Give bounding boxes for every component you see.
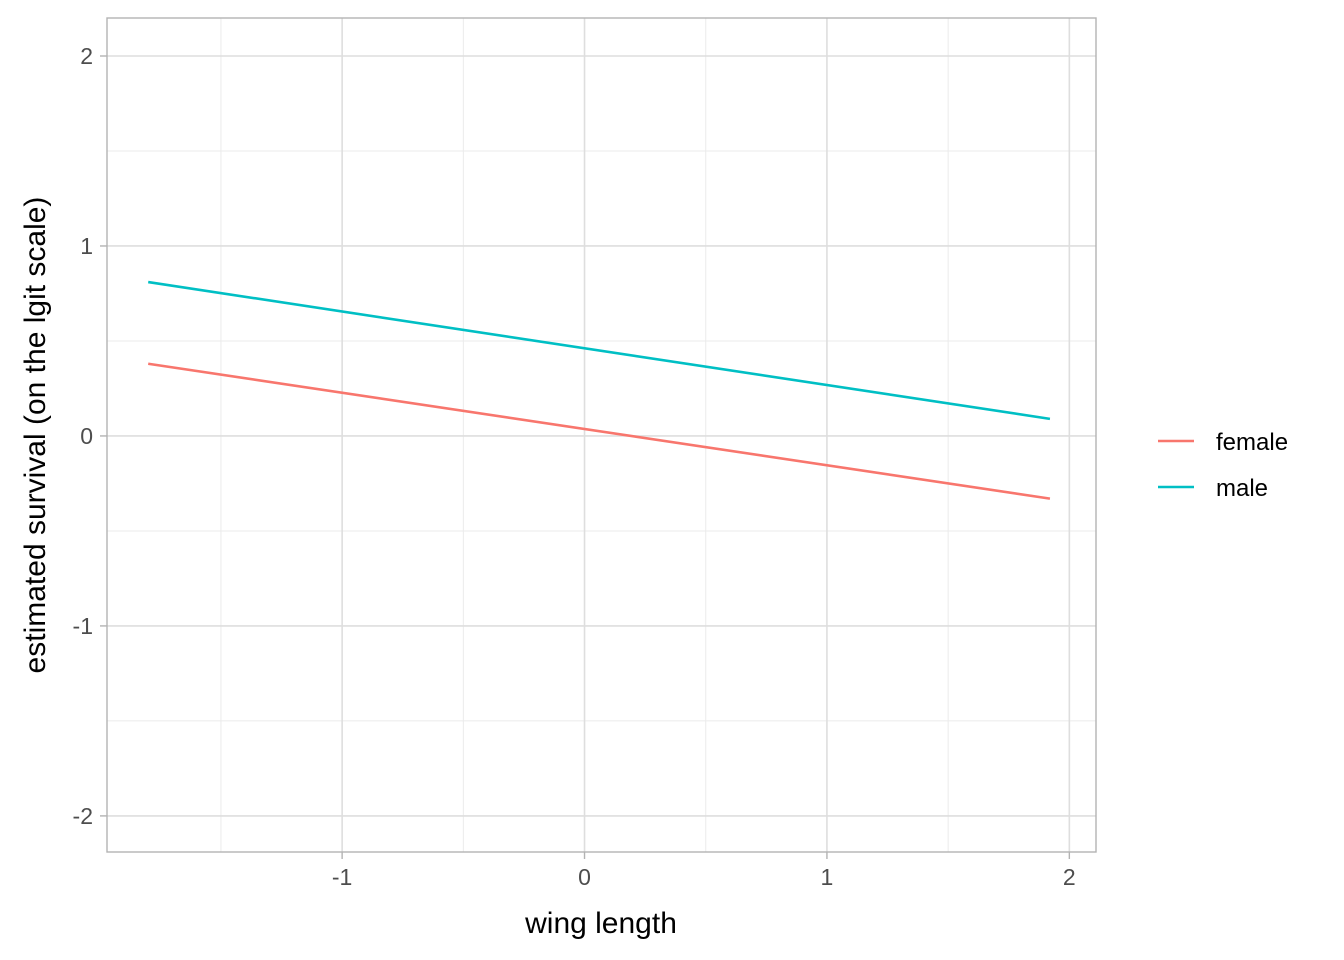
plot-panel-border <box>106 17 1097 853</box>
minor-gridlines <box>107 18 1096 852</box>
y-axis-title: estimated survival (on the lgit scale) <box>19 197 52 674</box>
y-tick-label: 0 <box>80 423 93 449</box>
legend-label-male: male <box>1216 475 1268 502</box>
series-line-female <box>148 362 1051 500</box>
y-axis-ticks: -2 -1 0 1 2 <box>73 43 107 829</box>
y-tick-label: 2 <box>80 43 93 69</box>
x-axis-title: wing length <box>524 907 677 940</box>
legend-label-female: female <box>1216 429 1288 456</box>
series-line-male <box>148 280 1051 421</box>
x-tick-label: 0 <box>578 864 591 890</box>
x-tick-label: 2 <box>1063 864 1076 890</box>
y-tick-label: -1 <box>73 613 93 639</box>
x-tick-label: -1 <box>332 864 352 890</box>
x-tick-label: 1 <box>821 864 834 890</box>
major-gridlines <box>107 18 1096 852</box>
series-lines <box>148 280 1051 500</box>
y-tick-label: -2 <box>73 803 93 829</box>
legend: female male <box>1158 429 1288 502</box>
plot-background <box>107 18 1096 852</box>
y-tick-label: 1 <box>80 233 93 259</box>
x-axis-ticks: -1 0 1 2 <box>332 852 1076 890</box>
